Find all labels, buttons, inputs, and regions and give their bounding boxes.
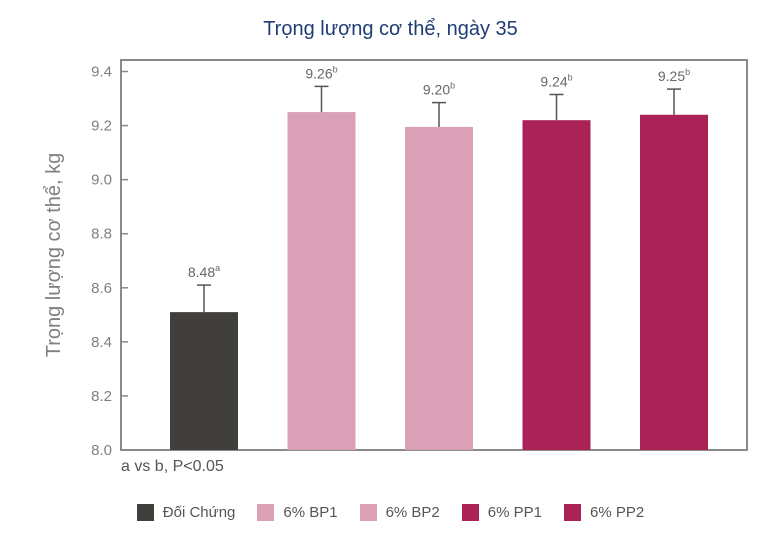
y-tick-label: 9.2 <box>91 118 112 135</box>
y-tick-label: 9.0 <box>91 172 112 189</box>
y-tick-label: 8.6 <box>91 280 112 297</box>
significance-note: a vs b, P<0.05 <box>121 458 224 475</box>
legend-item: 6% BP2 <box>359 504 440 521</box>
legend-label: Đối Chứng <box>162 504 236 521</box>
y-tick-label: 8.8 <box>91 226 112 243</box>
legend-label: 6% PP1 <box>487 504 542 521</box>
legend-label: 6% BP1 <box>283 504 338 521</box>
bar <box>287 112 356 450</box>
legend: Đối Chứng 6% BP1 6% BP2 6% PP1 6% PP2 <box>0 504 781 521</box>
legend-swatch <box>257 504 275 521</box>
y-tick-label: 8.4 <box>91 334 112 351</box>
legend-item: 6% PP2 <box>563 504 645 521</box>
y-tick-label: 8.2 <box>91 388 112 405</box>
legend-swatch <box>563 504 581 521</box>
legend-swatch <box>359 504 377 521</box>
legend-item: 6% BP1 <box>257 504 338 521</box>
y-tick-label: 8.0 <box>91 442 112 459</box>
bar <box>522 120 591 450</box>
legend-item: 6% PP1 <box>461 504 542 521</box>
data-label: 9.26b <box>305 64 337 81</box>
bar <box>170 312 238 450</box>
bar-chart: Trọng lượng cơ thể, kg 8.0 8.2 8.4 8.6 8.8 9.… <box>43 59 748 459</box>
y-axis-label: Trọng lượng cơ thể, kg <box>43 153 65 358</box>
legend-swatch <box>136 504 154 521</box>
legend-label: 6% BP2 <box>385 504 440 521</box>
bar <box>640 114 708 451</box>
legend-label: 6% PP2 <box>589 504 645 521</box>
data-label: 9.20b <box>423 81 455 98</box>
bar <box>405 126 473 450</box>
data-label: 8.48a <box>188 263 220 280</box>
legend-swatch <box>461 504 479 521</box>
y-tick-label: 9.4 <box>91 64 112 81</box>
chart-title: Trọng lượng cơ thể, ngày 35 <box>263 18 518 40</box>
legend-item: Đối Chứng <box>136 504 236 521</box>
data-label: 9.24b <box>540 72 572 89</box>
data-label: 9.25b <box>658 67 690 84</box>
